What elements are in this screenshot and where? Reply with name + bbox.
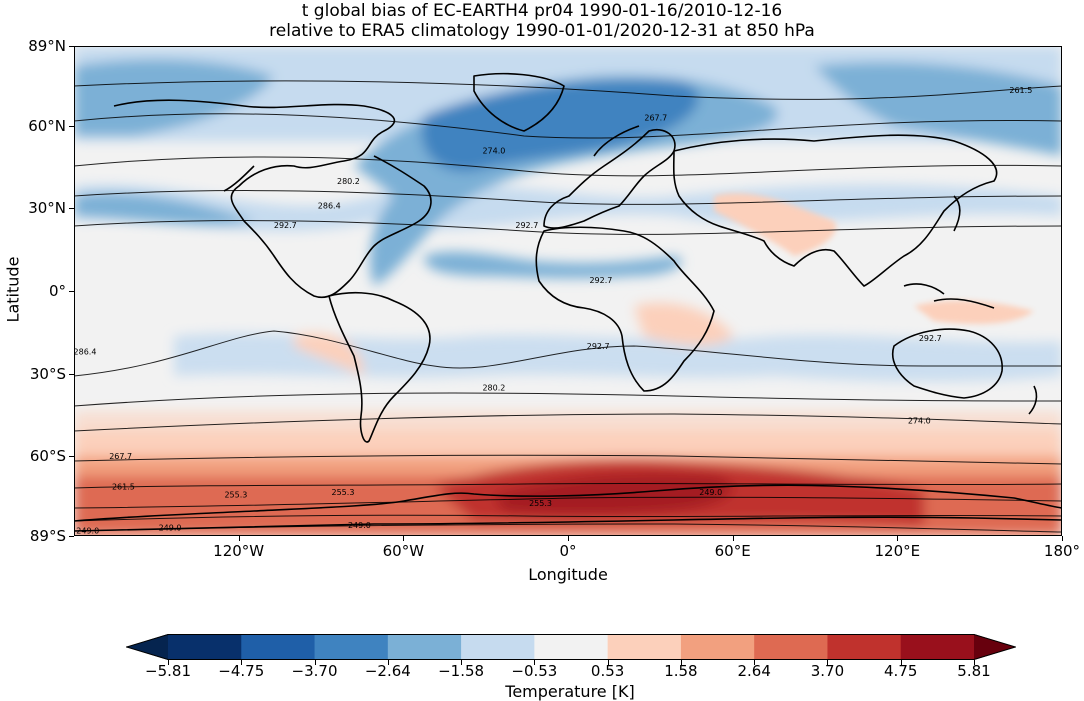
colorbar-title: Temperature [K] — [505, 682, 635, 701]
colorbar-outline — [126, 634, 1016, 660]
contour-label: 261.5 — [1009, 86, 1032, 95]
colorbar-over-extension — [974, 634, 1016, 660]
colorbar-tick-mark — [168, 660, 169, 665]
colorbar-tick-mark — [680, 660, 682, 665]
colorbar-tick-label: −0.53 — [511, 662, 558, 680]
colorbar-segment — [534, 634, 609, 660]
y-tick-label: 89°N — [28, 37, 66, 55]
colorbar-tick-mark — [241, 660, 243, 665]
contour-label: 274.0 — [908, 416, 931, 425]
y-tick-label: 60°S — [29, 447, 66, 466]
contour-label: 292.7 — [919, 334, 942, 343]
colorbar-segment — [461, 634, 535, 660]
x-tick-label: 180° — [1043, 542, 1081, 560]
contour-label: 267.7 — [644, 114, 667, 123]
y-tick-mark — [69, 456, 74, 458]
colorbar-segment — [168, 634, 242, 660]
chart-title-line1: t global bias of EC-EARTH4 pr04 1990-01-… — [301, 1, 783, 21]
colorbar-tick-label: −1.58 — [438, 662, 485, 680]
contour-label: 292.7 — [587, 342, 610, 351]
contour-label: 249.0 — [76, 526, 99, 535]
colorbar-segment — [680, 634, 755, 660]
y-tick-mark — [69, 208, 74, 210]
colorbar-tick-label: −2.64 — [364, 662, 411, 680]
y-tick-mark — [69, 536, 74, 537]
y-tick-label: 30°N — [28, 199, 66, 218]
contour-label: 292.7 — [589, 276, 612, 285]
colorbar-tick-mark — [827, 660, 829, 665]
contour-label: 274.0 — [482, 147, 505, 156]
colorbar-segment — [241, 634, 316, 660]
colorbar-tick-mark — [607, 660, 609, 665]
x-tick-label: 60°E — [714, 542, 751, 560]
colorbar-tick-mark — [534, 660, 536, 665]
contour-label: 280.2 — [482, 383, 505, 392]
x-tick-label: 120°E — [874, 542, 921, 560]
colorbar-segment — [900, 634, 975, 660]
contour-label: 261.5 — [112, 482, 135, 491]
x-tick-mark — [238, 536, 240, 541]
colorbar-tick-mark — [754, 660, 756, 665]
y-axis-title: Latitude — [3, 256, 23, 323]
colorbar-tick-label: −4.75 — [218, 662, 265, 680]
colorbar-segment — [827, 634, 902, 660]
contour-label: 255.3 — [529, 499, 552, 508]
x-tick-mark — [1062, 536, 1063, 541]
colorbar-segment — [754, 634, 828, 660]
climatology-contours — [74, 80, 1062, 533]
temperature-bias-field — [74, 46, 1062, 536]
colorbar-tick-label: 4.75 — [884, 662, 918, 680]
colorbar-tick-label: 5.81 — [957, 662, 991, 680]
colorbar-tick-mark — [314, 660, 316, 665]
colorbar-tick-label: −3.70 — [291, 662, 338, 680]
colorbar-tick-label: 3.70 — [810, 662, 845, 680]
x-tick-mark — [568, 536, 569, 541]
contour-label: 249.0 — [159, 524, 182, 533]
contour-label: 267.7 — [109, 452, 132, 461]
contour-label: 280.2 — [337, 177, 360, 186]
contour-label: 255.3 — [332, 488, 355, 497]
y-tick-mark — [69, 125, 74, 127]
x-tick-label: 0° — [559, 542, 577, 560]
colorbar-segment — [387, 634, 462, 660]
colorbar-tick-label: 1.58 — [664, 662, 698, 680]
contour-label: 286.4 — [74, 348, 96, 357]
contour-label: 292.7 — [515, 221, 538, 230]
colorbar-tick-mark — [387, 660, 389, 665]
y-tick-label: 30°S — [29, 364, 66, 383]
contour-labels: 261.5 267.7 274.0 280.2 286.4 292.7 292.7 292.7… — [74, 86, 1032, 535]
contour-label: 255.3 — [224, 491, 247, 500]
x-tick-mark — [403, 536, 405, 541]
x-tick-mark — [732, 536, 734, 541]
y-tick-mark — [69, 291, 74, 292]
contour-label: 249.0 — [699, 488, 722, 497]
contour-label: 249.0 — [348, 521, 371, 530]
y-tick-mark — [69, 373, 74, 375]
y-tick-label: 0° — [48, 282, 66, 300]
colorbar-tick-label: 0.53 — [590, 662, 625, 680]
colorbar-segment — [314, 634, 389, 660]
x-tick-label: 60°W — [382, 542, 425, 560]
x-tick-mark — [897, 536, 899, 541]
map-plot: 261.5 267.7 274.0 280.2 286.4 292.7 292.7 292.7… — [74, 46, 1062, 536]
x-tick-label: 120°W — [213, 542, 265, 560]
map-frame — [74, 46, 1062, 536]
colorbar-tick-mark — [900, 660, 902, 665]
colorbar-segment — [607, 634, 682, 660]
y-tick-label: 60°N — [28, 116, 66, 135]
colorbar-tick-mark — [974, 660, 975, 665]
contour-label: 286.4 — [318, 202, 341, 211]
y-tick-mark — [69, 46, 74, 47]
colorbar-tick-label: −5.81 — [145, 662, 191, 680]
chart-title-line2: relative to ERA5 climatology 1990-01-01/… — [269, 21, 815, 41]
colorbar-tick-label: 2.64 — [737, 662, 771, 680]
colorbar — [126, 634, 1016, 660]
y-tick-label: 89°S — [29, 527, 66, 545]
contour-label: 292.7 — [274, 221, 297, 230]
x-axis-title: Longitude — [528, 565, 608, 584]
coastlines — [74, 72, 1062, 532]
colorbar-under-extension — [126, 634, 168, 660]
colorbar-tick-mark — [461, 660, 463, 665]
